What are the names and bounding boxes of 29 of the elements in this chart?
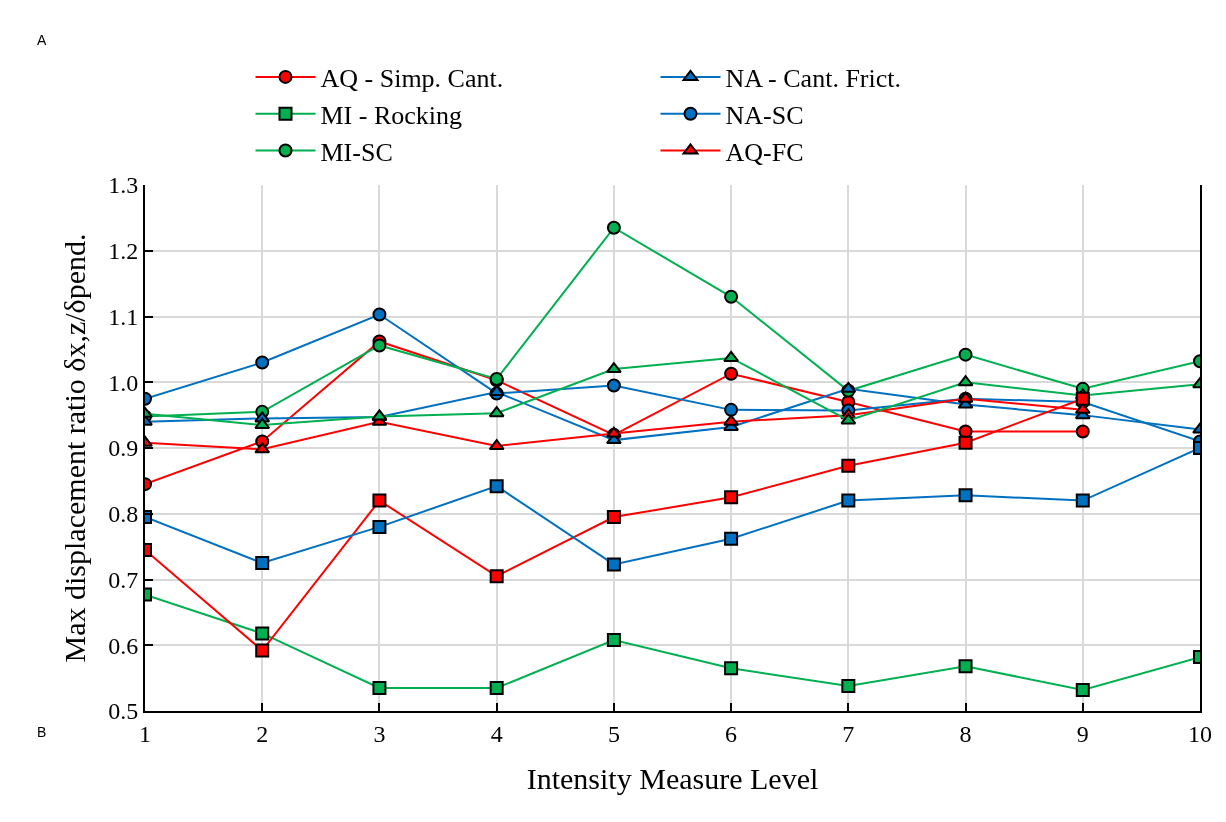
y-tick-label: 0.6	[108, 632, 139, 659]
x-tick-label: 1	[139, 720, 151, 747]
x-tick-label: 9	[1076, 720, 1089, 747]
y-tick-label: 1.1	[108, 303, 139, 330]
x-tick-label: 3	[373, 720, 386, 747]
x-axis-title: Intensity Measure Level	[526, 761, 819, 795]
y-axis-title: Max displacement ratio δx,z/δpend.	[57, 233, 91, 663]
text: A	[37, 32, 47, 48]
y-tick-label: 1.2	[108, 238, 139, 265]
y-tick-label: 0.9	[108, 435, 139, 462]
y-tick-label: 1.0	[108, 369, 139, 396]
x-tick-label: 4	[490, 720, 503, 747]
legend-label: MI-SC	[320, 137, 393, 167]
legend-label: AQ - Simp. Cant.	[320, 64, 504, 94]
y-tick-label: 1.3	[108, 172, 139, 199]
y-tick-label: 0.5	[108, 698, 139, 725]
x-tick-label: 5	[607, 720, 620, 747]
x-tick-label: 2	[256, 720, 269, 747]
legend-label: NA - Cant. Frict.	[725, 64, 901, 94]
text: B	[37, 724, 47, 740]
legend-label: NA-SC	[725, 100, 804, 130]
x-tick-label: 10	[1188, 720, 1212, 747]
x-tick-label: 6	[725, 720, 738, 747]
y-tick-label: 0.8	[108, 501, 139, 528]
legend-label: AQ-FC	[725, 137, 804, 167]
x-tick-label: 7	[842, 720, 855, 747]
legend-label: MI - Rocking	[320, 100, 463, 130]
y-tick-label: 0.7	[108, 566, 139, 593]
x-tick-label: 8	[959, 720, 972, 747]
